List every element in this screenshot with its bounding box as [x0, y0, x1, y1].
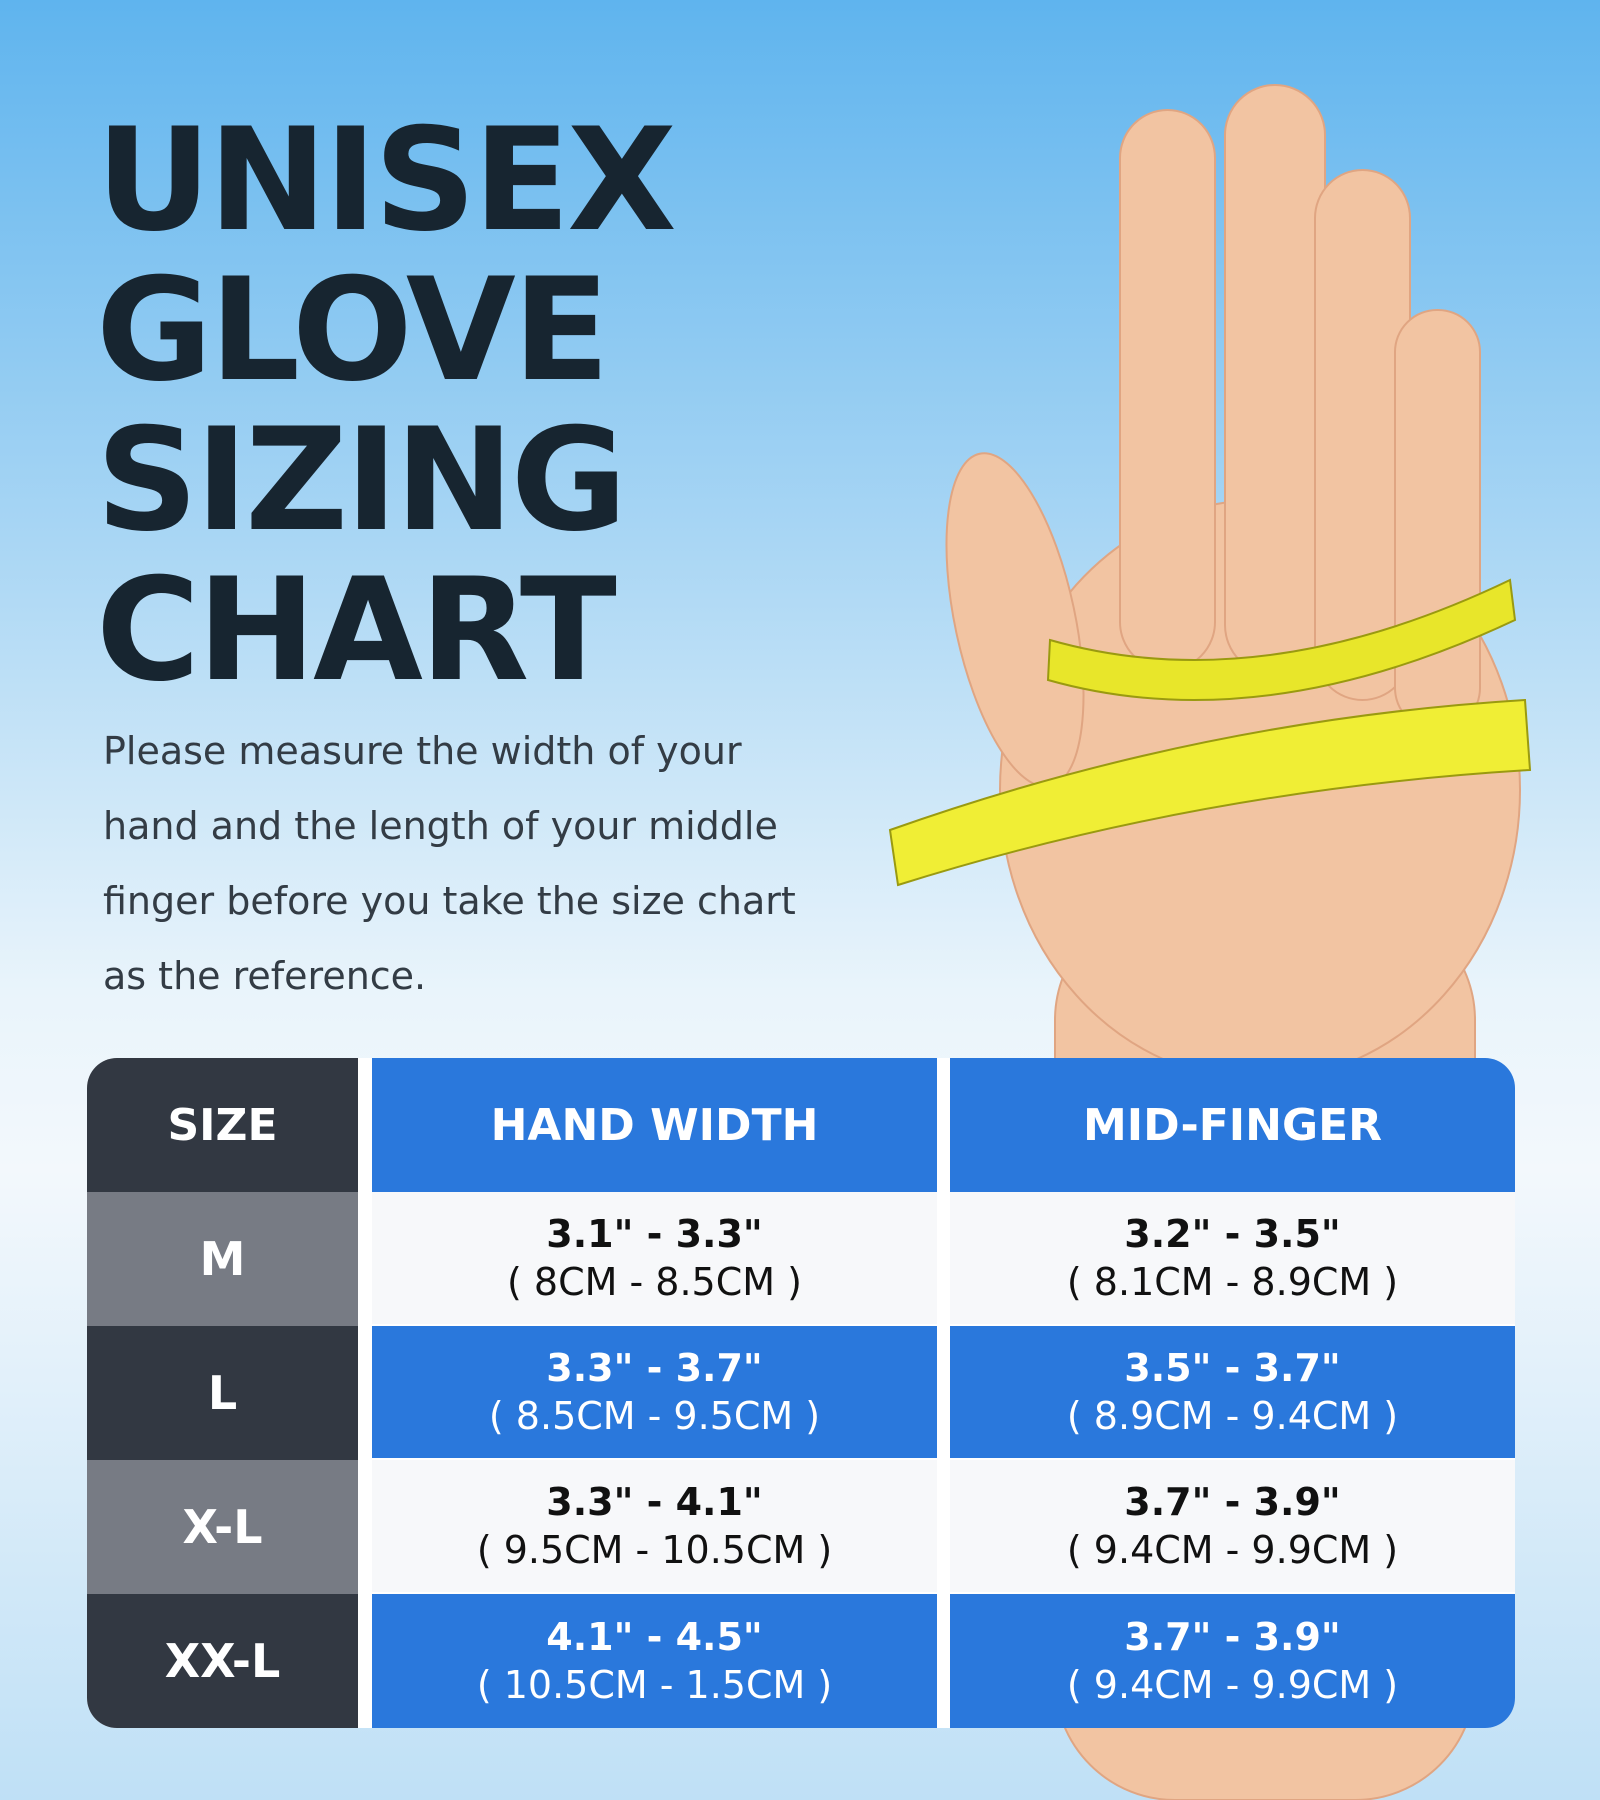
- measure-cell: 3.3" - 4.1"( 9.5CM - 10.5CM ): [372, 1460, 937, 1592]
- cm-range: ( 8.5CM - 9.5CM ): [488, 1394, 821, 1438]
- cm-range: ( 9.4CM - 9.9CM ): [1066, 1528, 1399, 1572]
- title-line: CHART: [96, 548, 617, 713]
- inch-range: 3.3" - 3.7": [546, 1346, 763, 1390]
- measure-cell: 3.3" - 3.7"( 8.5CM - 9.5CM ): [372, 1326, 937, 1458]
- title-line: GLOVE: [96, 248, 610, 413]
- inch-range: 3.7" - 3.9": [1124, 1480, 1341, 1524]
- measure-cell: 3.5" - 3.7"( 8.9CM - 9.4CM ): [950, 1326, 1515, 1458]
- title-line: UNISEX: [96, 98, 677, 263]
- inch-range: 3.5" - 3.7": [1124, 1346, 1341, 1390]
- cm-range: ( 8CM - 8.5CM ): [507, 1260, 802, 1304]
- description-line: Please measure the width of your: [103, 729, 742, 773]
- inch-range: 3.1" - 3.3": [546, 1212, 763, 1256]
- cm-range: ( 8.9CM - 9.4CM ): [1066, 1394, 1399, 1438]
- size-cell: X-L: [87, 1460, 358, 1594]
- cm-range: ( 8.1CM - 8.9CM ): [1066, 1260, 1399, 1304]
- description-line: as the reference.: [103, 954, 427, 998]
- inch-range: 3.7" - 3.9": [1124, 1615, 1341, 1659]
- cm-range: ( 9.5CM - 10.5CM ): [476, 1528, 833, 1572]
- size-table: SIZE HAND WIDTH MID-FINGER M 3.1" - 3.3"( 8C…: [87, 1058, 1515, 1728]
- header-cell: HAND WIDTH: [372, 1058, 937, 1192]
- measure-cell: 3.7" - 3.9"( 9.4CM - 9.9CM ): [950, 1460, 1515, 1592]
- size-cell: M: [87, 1192, 358, 1326]
- cm-range: ( 10.5CM - 1.5CM ): [476, 1663, 833, 1707]
- header-cell: SIZE: [87, 1058, 358, 1192]
- cm-range: ( 9.4CM - 9.9CM ): [1066, 1663, 1399, 1707]
- description-line: hand and the length of your middle: [103, 804, 778, 848]
- size-cell: XX-L: [87, 1594, 358, 1728]
- measure-cell: 3.2" - 3.5"( 8.1CM - 8.9CM ): [950, 1192, 1515, 1324]
- measure-cell: 3.1" - 3.3"( 8CM - 8.5CM ): [372, 1192, 937, 1324]
- measure-cell: 4.1" - 4.5"( 10.5CM - 1.5CM ): [372, 1594, 937, 1728]
- title-line: SIZING: [96, 398, 627, 563]
- description-line: finger before you take the size chart: [103, 879, 796, 923]
- inch-range: 3.3" - 4.1": [546, 1480, 763, 1524]
- header-cell: MID-FINGER: [950, 1058, 1515, 1192]
- measure-cell: 3.7" - 3.9"( 9.4CM - 9.9CM ): [950, 1594, 1515, 1728]
- inch-range: 4.1" - 4.5": [546, 1615, 763, 1659]
- inch-range: 3.2" - 3.5": [1124, 1212, 1341, 1256]
- size-cell: L: [87, 1326, 358, 1460]
